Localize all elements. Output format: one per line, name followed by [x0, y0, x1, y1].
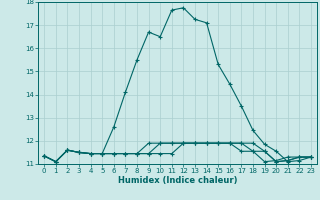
- X-axis label: Humidex (Indice chaleur): Humidex (Indice chaleur): [118, 176, 237, 185]
